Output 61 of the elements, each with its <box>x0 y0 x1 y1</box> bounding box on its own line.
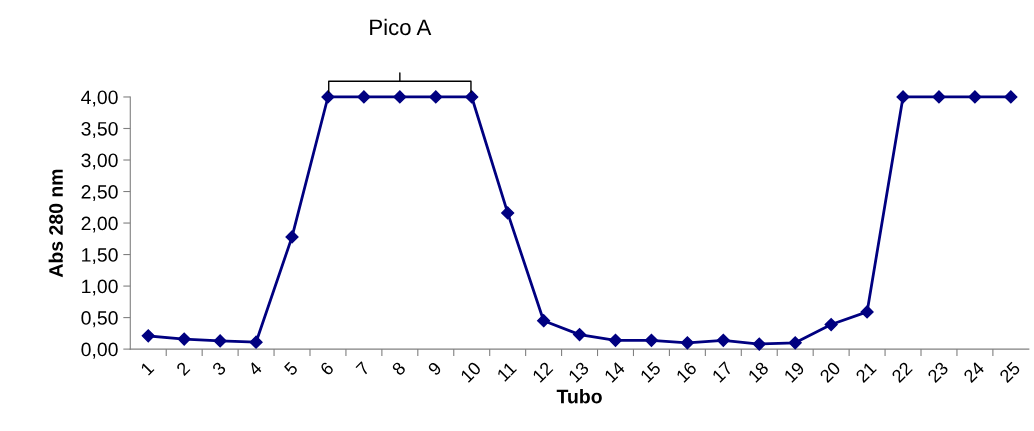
point <box>285 230 299 244</box>
x-tick-label: 18 <box>747 361 770 383</box>
x-tick-label: 8 <box>391 361 407 377</box>
point <box>788 336 802 350</box>
point <box>393 90 407 104</box>
y-axis-title: Abs 280 nm <box>48 169 63 278</box>
x-axis-title: Tubo <box>556 389 602 404</box>
x-tick-label: 12 <box>531 361 554 383</box>
point <box>896 90 910 104</box>
point <box>501 206 515 220</box>
point <box>644 333 659 347</box>
y-tick-label: 3,50 <box>81 121 118 139</box>
point <box>213 334 227 348</box>
y-tick-label: 0,50 <box>81 311 118 328</box>
x-tick-label: 3 <box>211 361 227 377</box>
point <box>357 90 371 104</box>
x-tick-label: 2 <box>175 361 191 376</box>
y-tick-label: 1,00 <box>82 279 118 296</box>
y-tick-label: 0,00 <box>81 342 118 359</box>
x-tick-label: 7 <box>355 361 371 376</box>
y-tick-label: 4,00 <box>81 90 118 107</box>
point <box>716 333 730 347</box>
x-tick-label: 24 <box>962 360 985 384</box>
point <box>824 317 838 332</box>
y-tick-label: 3,00 <box>81 153 118 170</box>
x-tick-label: 20 <box>819 361 842 384</box>
point <box>141 329 155 343</box>
x-tick-label: 1 <box>140 361 155 376</box>
point <box>1004 90 1018 104</box>
annotation: Pico A <box>370 18 432 36</box>
point <box>537 314 551 328</box>
x-tick-label: 14 <box>603 361 626 383</box>
x-tick-label: 21 <box>855 361 877 384</box>
x-tick-label: 10 <box>459 361 482 383</box>
x-tick-label: 17 <box>711 361 734 383</box>
point <box>177 332 191 346</box>
y-tick-label: 1,50 <box>82 248 118 265</box>
x-tick-label: 25 <box>998 361 1021 384</box>
point <box>968 90 982 104</box>
x-tick-label: 13 <box>567 361 590 383</box>
x-tick-label: 23 <box>926 361 949 384</box>
point <box>752 337 766 351</box>
point <box>608 333 623 347</box>
x-tick-label: 11 <box>496 361 517 382</box>
x-tick-label: 16 <box>675 361 698 383</box>
point <box>429 90 443 104</box>
point <box>572 328 587 342</box>
y-tick-label: 2,50 <box>81 184 118 202</box>
point <box>249 335 263 349</box>
point <box>465 90 479 104</box>
point <box>860 305 874 319</box>
point <box>680 336 694 350</box>
x-tick-label: 19 <box>783 361 806 383</box>
x-tick-label: 15 <box>639 361 662 383</box>
x-tick-label: 5 <box>283 361 299 377</box>
x-tick-label: 6 <box>319 361 335 377</box>
point <box>932 90 946 104</box>
y-tick-label: 2,00 <box>81 216 118 233</box>
x-tick-label: 22 <box>890 361 913 384</box>
x-tick-label: 9 <box>427 361 443 377</box>
x-tick-label: 4 <box>247 361 263 377</box>
